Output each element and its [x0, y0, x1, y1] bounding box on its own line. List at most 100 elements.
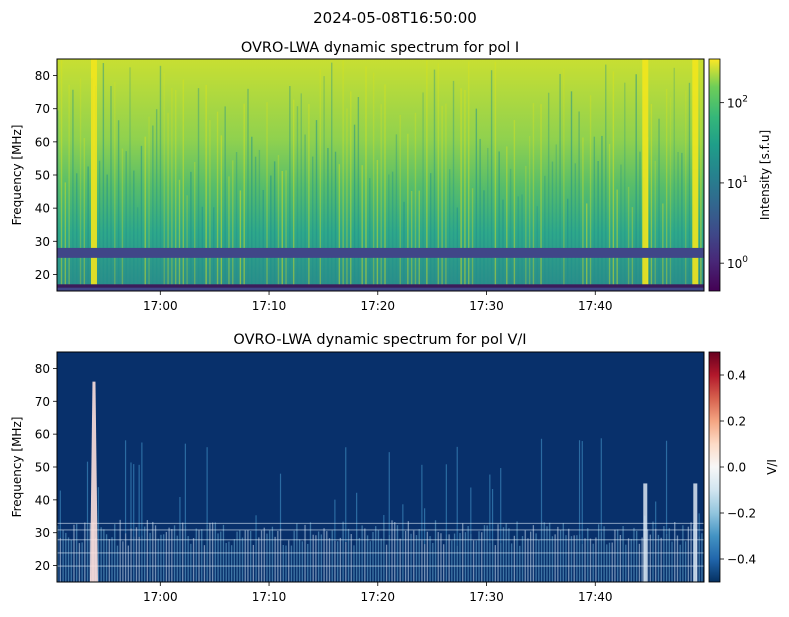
streak	[346, 108, 348, 291]
streak	[125, 151, 127, 291]
streak	[551, 161, 554, 291]
streak	[385, 544, 388, 582]
streak	[315, 120, 318, 291]
streak	[342, 521, 344, 582]
streak	[688, 82, 691, 291]
streak	[130, 462, 132, 529]
x-axis-ticks-i: 17:00 17:10 17:20 17:30 17:40	[143, 291, 613, 313]
streak	[380, 104, 382, 291]
streak	[220, 135, 223, 291]
streak	[217, 533, 219, 582]
colorbar-tick-label: −0.4	[727, 553, 756, 567]
streak	[396, 525, 399, 582]
streak	[366, 535, 369, 582]
streak	[388, 534, 390, 582]
streak	[369, 541, 371, 582]
streak	[155, 109, 158, 291]
masked-band	[57, 247, 704, 258]
streak	[544, 175, 546, 291]
streak	[614, 529, 616, 582]
y-tick-label: 60	[35, 135, 50, 149]
streak	[296, 106, 299, 291]
streak	[593, 136, 596, 291]
streak	[508, 528, 510, 582]
streak	[625, 544, 627, 582]
streak	[517, 196, 519, 291]
colorbar-tick-label: −0.2	[727, 507, 756, 521]
streak	[641, 537, 643, 582]
streak	[570, 536, 573, 582]
streak	[149, 532, 151, 582]
streak	[138, 536, 140, 582]
streak	[209, 522, 211, 582]
streak	[76, 173, 78, 291]
streak	[347, 528, 350, 582]
streak	[281, 170, 283, 291]
streak	[519, 545, 521, 582]
streak	[684, 90, 687, 291]
streak	[638, 543, 641, 582]
streak	[581, 543, 583, 582]
streak	[498, 151, 500, 291]
streak	[160, 534, 162, 582]
streak	[244, 530, 246, 582]
streak	[274, 536, 276, 582]
streak	[220, 531, 222, 582]
streak	[500, 468, 502, 543]
streak	[106, 174, 108, 291]
streak	[108, 539, 110, 582]
streak	[521, 194, 523, 291]
streak	[698, 513, 700, 537]
streak	[83, 137, 86, 291]
streak	[293, 530, 295, 582]
streak	[546, 526, 548, 582]
streak	[502, 527, 505, 582]
y-tick-label: 20	[35, 559, 50, 573]
y-axis-label-vi: Frequency [MHz]	[10, 417, 24, 518]
streak	[391, 520, 393, 582]
figure-suptitle: 2024-05-08T16:50:00	[313, 9, 477, 27]
streak	[190, 171, 192, 291]
streak	[489, 474, 491, 543]
streak	[687, 526, 689, 582]
streak	[475, 540, 477, 582]
band-line	[57, 539, 704, 541]
streak	[233, 539, 236, 582]
streak	[319, 69, 322, 291]
streak	[312, 534, 314, 582]
colorbar-vi-label: V/I	[765, 459, 779, 475]
streak	[252, 544, 255, 582]
streak	[654, 160, 656, 291]
streak	[102, 63, 105, 291]
streak	[288, 540, 290, 582]
panel-i-title: OVRO-LWA dynamic spectrum for pol I	[241, 40, 519, 56]
y-tick-label: 50	[35, 169, 50, 183]
streak	[119, 519, 121, 582]
streak	[87, 166, 89, 291]
colorbar-tick-label: 0.0	[727, 461, 746, 475]
streak	[159, 65, 162, 291]
y-tick-label: 80	[35, 69, 50, 83]
streak	[163, 72, 165, 291]
y-tick-label: 30	[35, 235, 50, 249]
streak	[682, 525, 684, 582]
streak	[262, 189, 264, 291]
heatmap-stokes-i	[57, 59, 704, 291]
streak	[263, 527, 265, 582]
y-tick-label: 30	[35, 526, 50, 540]
streak	[426, 531, 429, 582]
streak	[135, 527, 138, 582]
streak	[326, 531, 328, 582]
streak	[486, 525, 488, 582]
streak	[243, 103, 245, 291]
streak	[494, 545, 496, 582]
streak	[205, 84, 207, 291]
streak	[388, 452, 390, 535]
streak	[418, 190, 420, 291]
streak	[184, 443, 186, 526]
streak	[584, 538, 586, 582]
streak	[225, 542, 227, 582]
streak	[292, 99, 295, 291]
streak	[528, 135, 531, 291]
streak	[448, 534, 450, 582]
